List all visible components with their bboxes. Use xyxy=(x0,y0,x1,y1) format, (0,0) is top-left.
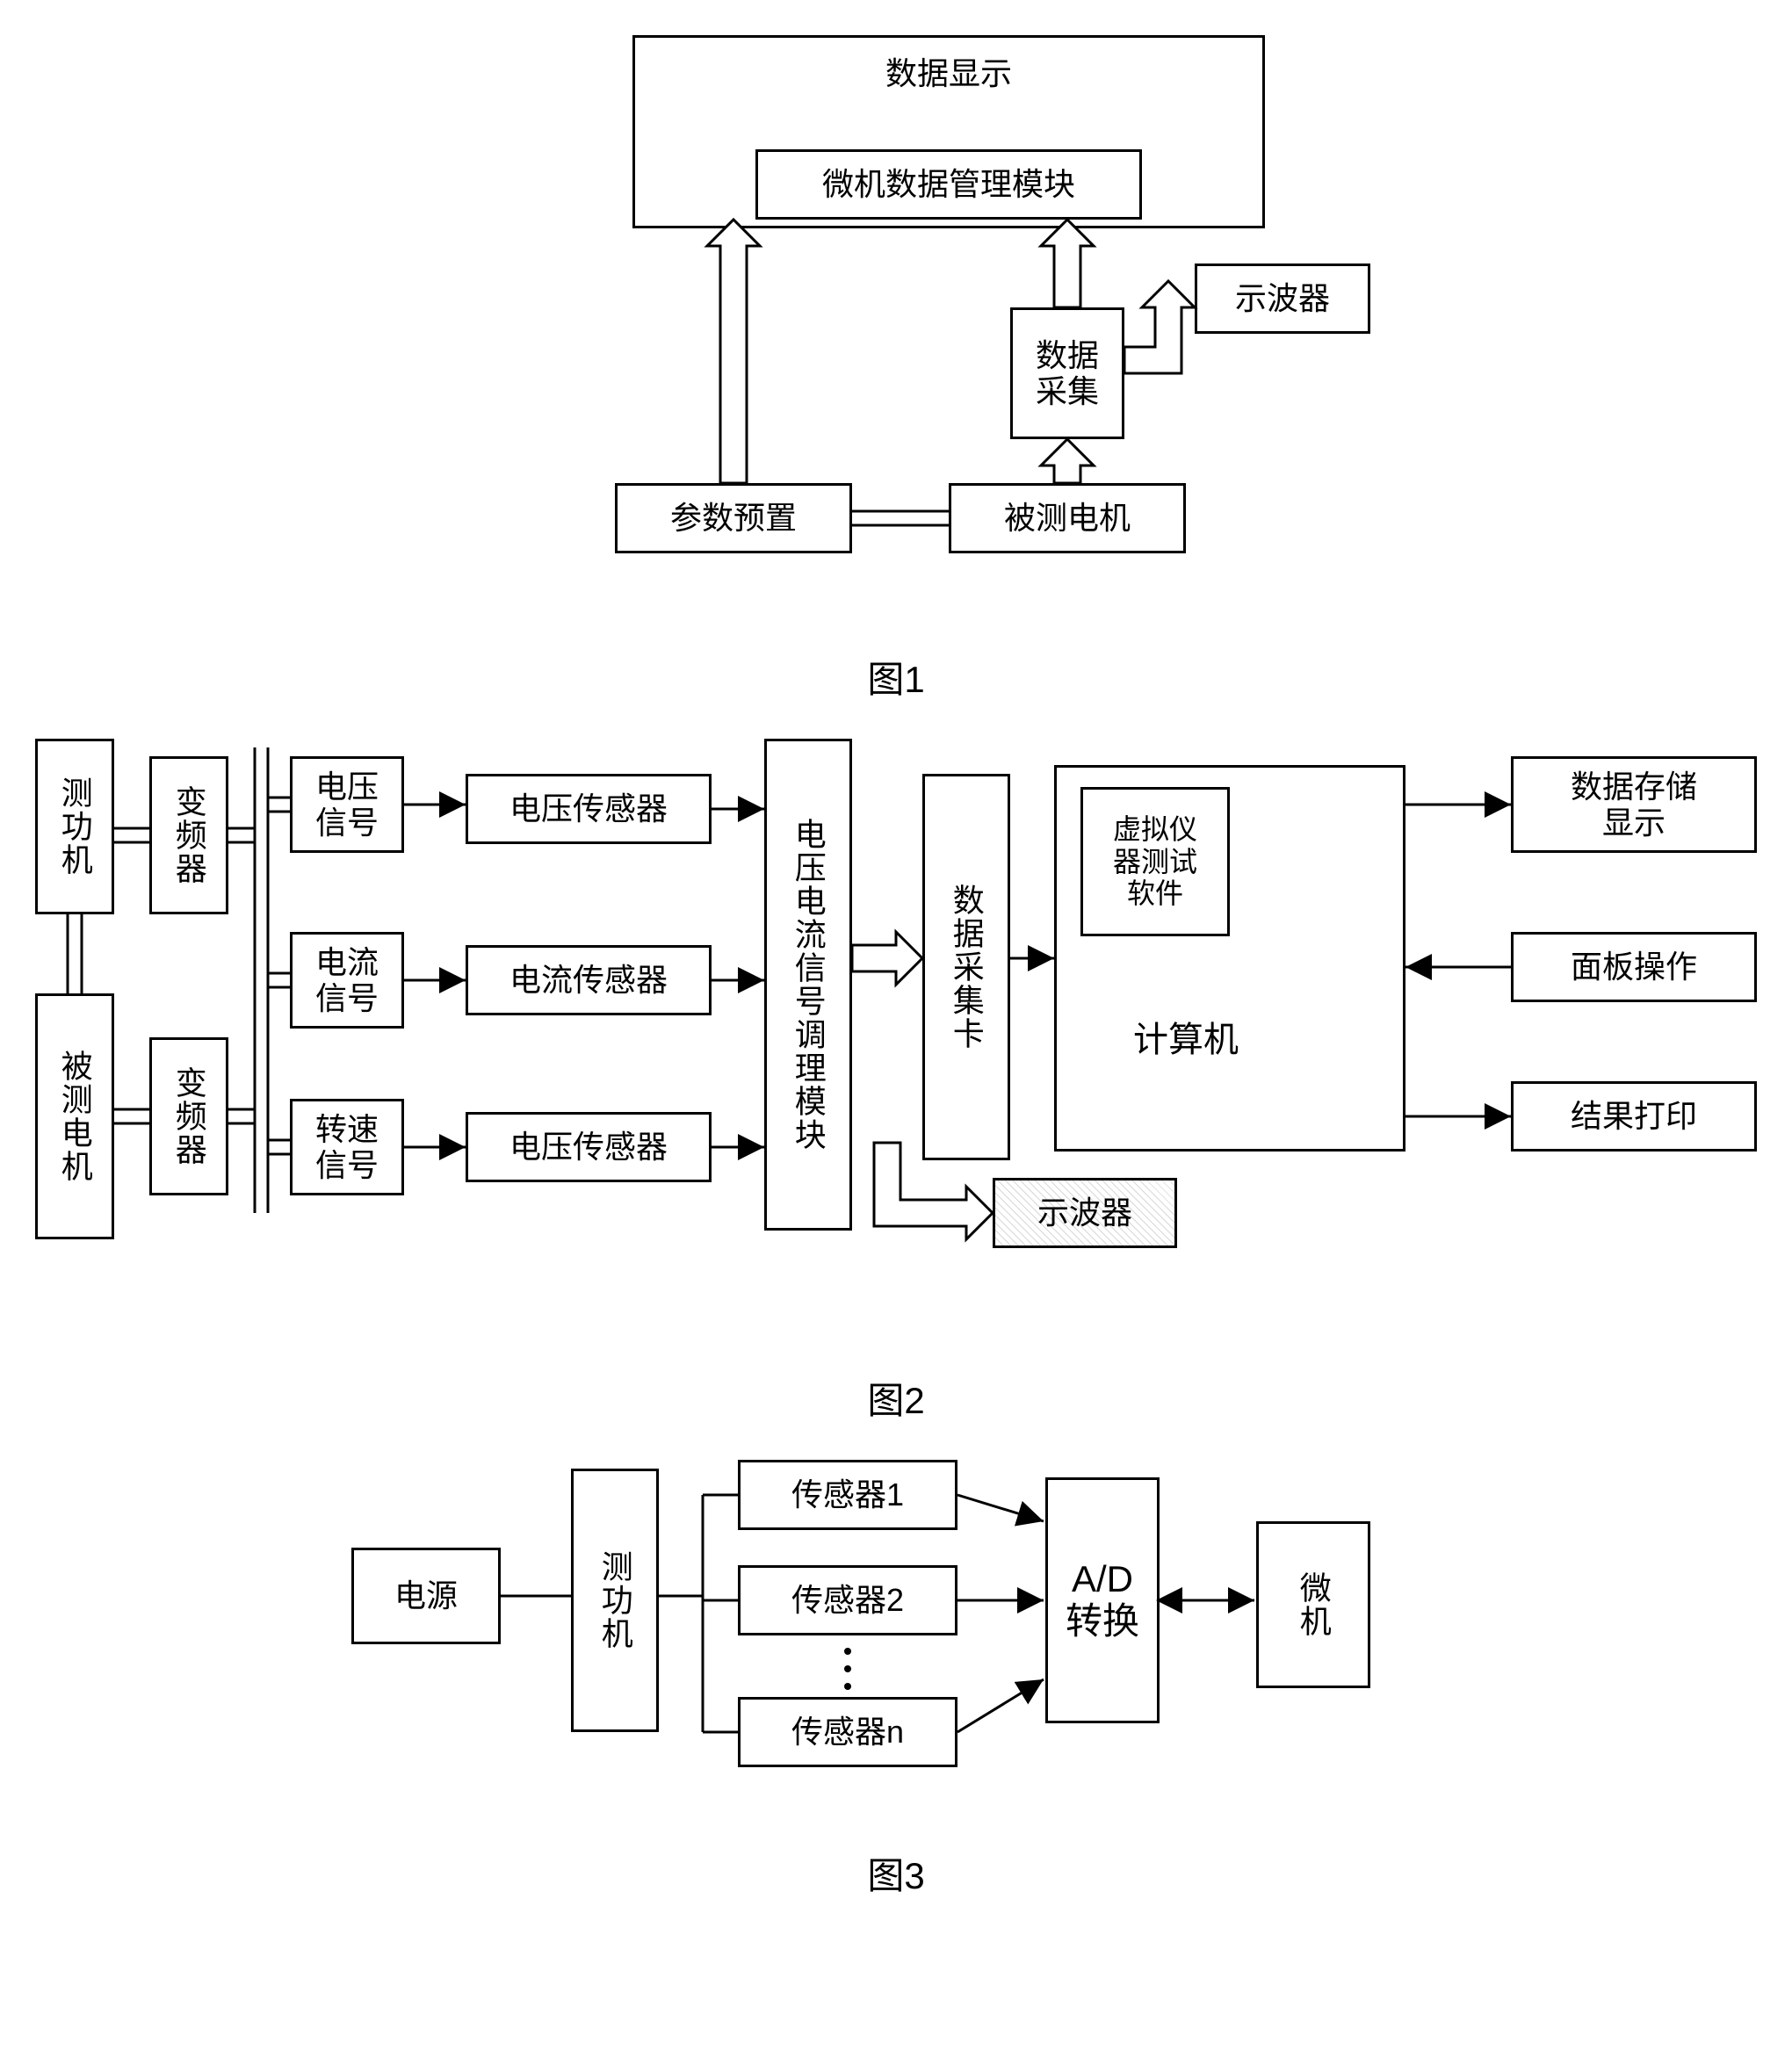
box-vfd1: 变频器 xyxy=(149,756,228,914)
label-motor-under-test: 被测电机 xyxy=(1004,500,1131,536)
box-sensor2: 传感器2 xyxy=(738,1565,957,1635)
label-print: 结果打印 xyxy=(1571,1098,1697,1134)
label-dyno: 测功机 xyxy=(56,776,92,877)
label-dyno3: 测功机 xyxy=(596,1550,632,1650)
box-cond-module: 电压电流信号调理模块 xyxy=(764,739,852,1231)
label-oscilloscope: 示波器 xyxy=(1235,280,1330,316)
label-sensor1: 传感器1 xyxy=(791,1476,904,1512)
box-volt-sensor2: 电压传感器 xyxy=(466,1112,712,1182)
label-volt-sig: 电压 信号 xyxy=(315,769,379,841)
label-data-store: 数据存储 显示 xyxy=(1571,769,1697,841)
label-adc: A/D 转换 xyxy=(1066,1558,1139,1643)
label-osc: 示波器 xyxy=(1037,1195,1132,1231)
box-motor: 被测电机 xyxy=(35,993,114,1239)
label-volt-sensor: 电压传感器 xyxy=(509,791,668,827)
box-daq-card: 数据采集卡 xyxy=(922,774,1010,1160)
box-panel-op: 面板操作 xyxy=(1511,932,1757,1002)
label-vfd2: 变频器 xyxy=(170,1066,206,1166)
label-daq-card: 数据采集卡 xyxy=(948,884,984,1050)
label-panel-op: 面板操作 xyxy=(1571,949,1697,985)
box-speed-sig: 转速 信号 xyxy=(290,1099,404,1195)
box-vfd2: 变频器 xyxy=(149,1037,228,1195)
box-param-preset: 参数预置 xyxy=(615,483,852,553)
label-pc: 微机 xyxy=(1295,1571,1331,1638)
label-data-acq: 数据 采集 xyxy=(1036,337,1099,410)
box-data-acq: 数据 采集 xyxy=(1010,307,1124,439)
box-dyno: 测功机 xyxy=(35,739,114,914)
box-sensorn: 传感器n xyxy=(738,1697,957,1767)
label-sensorn: 传感器n xyxy=(791,1714,904,1750)
box-volt-sensor: 电压传感器 xyxy=(466,774,712,844)
label-power: 电源 xyxy=(394,1577,458,1614)
label-motor: 被测电机 xyxy=(56,1050,92,1183)
fig2-caption: 图2 xyxy=(35,1371,1757,1425)
box-power: 电源 xyxy=(351,1548,501,1644)
box-osc: 示波器 xyxy=(993,1178,1177,1248)
label-speed-sig: 转速 信号 xyxy=(315,1111,379,1184)
label-param-preset: 参数预置 xyxy=(670,500,797,536)
box-oscilloscope: 示波器 xyxy=(1195,264,1370,334)
label-volt-sensor2: 电压传感器 xyxy=(509,1129,668,1165)
label-vfd1: 变频器 xyxy=(170,785,206,885)
figure-3: 电源 测功机 传感器1 传感器2 传感器n A/D 转换 微机 xyxy=(281,1425,1511,1794)
box-volt-sig: 电压 信号 xyxy=(290,756,404,853)
figure-1: 数据显示 微机数据管理模块 示波器 数据 采集 参数预置 被测电机 xyxy=(369,35,1423,597)
label-computer: 计算机 xyxy=(1111,1011,1261,1062)
box-mgmt-module: 微机数据管理模块 xyxy=(755,149,1142,220)
fig1-caption: 图1 xyxy=(35,650,1757,704)
box-print: 结果打印 xyxy=(1511,1081,1757,1152)
box-sensor1: 传感器1 xyxy=(738,1460,957,1530)
label-curr-sensor: 电流传感器 xyxy=(509,962,668,998)
label-sensor2: 传感器2 xyxy=(791,1582,904,1618)
box-curr-sig: 电流 信号 xyxy=(290,932,404,1029)
fig3-caption: 图3 xyxy=(35,1846,1757,1900)
box-adc: A/D 转换 xyxy=(1045,1477,1160,1723)
box-motor-under-test: 被测电机 xyxy=(949,483,1186,553)
label-mgmt-module: 微机数据管理模块 xyxy=(822,166,1075,202)
box-curr-sensor: 电流传感器 xyxy=(466,945,712,1015)
box-data-store: 数据存储 显示 xyxy=(1511,756,1757,853)
box-vi-sw: 虚拟仪 器测试 软件 xyxy=(1080,787,1230,936)
figure-2: 测功机 被测电机 变频器 变频器 电压 信号 电流 信号 转速 信号 电压传感器… xyxy=(35,704,1792,1318)
box-pc: 微机 xyxy=(1256,1521,1370,1688)
box-dyno3: 测功机 xyxy=(571,1469,659,1732)
label-data-display: 数据显示 xyxy=(885,55,1012,91)
label-curr-sig: 电流 信号 xyxy=(315,944,379,1017)
label-cond-module: 电压电流信号调理模块 xyxy=(790,818,826,1152)
label-vi-sw: 虚拟仪 器测试 软件 xyxy=(1113,813,1197,910)
